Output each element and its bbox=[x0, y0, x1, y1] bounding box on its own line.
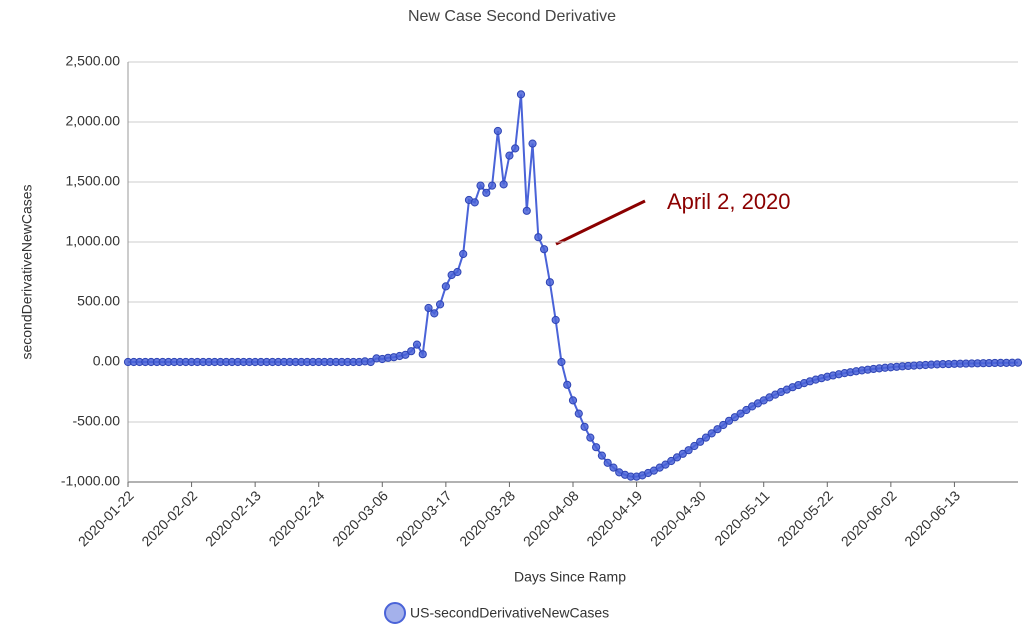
data-point bbox=[696, 437, 705, 446]
data-point bbox=[701, 433, 711, 442]
data-point bbox=[505, 151, 514, 160]
chart-title: New Case Second Derivative bbox=[408, 8, 616, 25]
data-point bbox=[719, 420, 728, 430]
series-line bbox=[128, 94, 1019, 478]
data-point bbox=[401, 350, 410, 359]
data-point bbox=[563, 380, 572, 389]
y-tick-label: 1,500.00 bbox=[66, 173, 121, 189]
annotation: April 2, 2020 bbox=[667, 189, 791, 214]
data-point bbox=[430, 309, 439, 318]
data-point bbox=[597, 451, 606, 460]
data-point bbox=[690, 441, 699, 451]
data-point bbox=[482, 188, 491, 197]
data-point bbox=[435, 300, 445, 309]
data-point bbox=[707, 429, 716, 438]
y-tick-label: 0.00 bbox=[93, 353, 120, 369]
data-point bbox=[487, 181, 497, 190]
data-point bbox=[551, 315, 560, 325]
x-tick-label: 2020-03-17 bbox=[393, 487, 455, 549]
data-point bbox=[499, 180, 508, 189]
x-tick-label: 2020-04-19 bbox=[583, 487, 645, 549]
data-point bbox=[528, 139, 537, 148]
data-point bbox=[736, 409, 745, 418]
data-point bbox=[742, 405, 751, 415]
x-tick-label: 2020-01-22 bbox=[75, 487, 137, 549]
data-point bbox=[534, 233, 543, 242]
data-point bbox=[568, 396, 578, 405]
x-tick-label: 2020-04-30 bbox=[647, 487, 709, 549]
x-tick-label: 2020-05-22 bbox=[774, 487, 836, 549]
data-point bbox=[609, 463, 618, 472]
x-tick-label: 2020-03-28 bbox=[456, 487, 518, 549]
y-tick-label: -1,000.00 bbox=[61, 473, 120, 489]
data-point bbox=[667, 456, 676, 466]
data-point bbox=[540, 245, 549, 254]
data-point bbox=[672, 453, 682, 462]
data-point bbox=[592, 443, 601, 452]
data-point bbox=[424, 303, 433, 313]
data-point bbox=[366, 357, 375, 367]
y-tick-label: 2,500.00 bbox=[66, 53, 121, 69]
legend-label: US-secondDerivativeNewCases bbox=[410, 605, 609, 621]
data-point bbox=[684, 446, 693, 455]
data-point bbox=[412, 340, 422, 349]
x-tick-label: 2020-06-13 bbox=[901, 487, 963, 549]
y-tick-label: 1,000.00 bbox=[66, 233, 121, 249]
data-point bbox=[580, 422, 589, 431]
data-point bbox=[418, 350, 427, 359]
legend-marker bbox=[384, 602, 406, 624]
data-point bbox=[407, 347, 416, 356]
y-tick-label: 500.00 bbox=[77, 293, 120, 309]
data-point bbox=[713, 425, 722, 434]
data-point bbox=[603, 458, 612, 467]
data-point bbox=[493, 126, 502, 136]
data-point bbox=[476, 181, 485, 190]
x-axis-label: Days Since Ramp bbox=[514, 569, 626, 585]
y-tick-label: -500.00 bbox=[73, 413, 121, 429]
data-point bbox=[459, 249, 468, 259]
x-tick-label: 2020-03-06 bbox=[329, 487, 391, 549]
data-point bbox=[516, 90, 526, 99]
x-tick-label: 2020-04-08 bbox=[520, 487, 582, 549]
data-point bbox=[522, 206, 531, 215]
x-tick-label: 2020-02-02 bbox=[138, 487, 200, 549]
data-point bbox=[574, 409, 583, 418]
data-point bbox=[557, 357, 566, 367]
data-point bbox=[1013, 358, 1023, 367]
x-tick-label: 2020-02-13 bbox=[202, 487, 264, 549]
data-point bbox=[730, 413, 739, 422]
data-point bbox=[453, 267, 462, 277]
x-tick-label: 2020-06-02 bbox=[838, 487, 900, 549]
annotation-line bbox=[555, 199, 646, 246]
data-point bbox=[441, 282, 450, 291]
data-point bbox=[511, 144, 520, 153]
data-point bbox=[661, 460, 670, 469]
data-point bbox=[470, 198, 479, 207]
data-point bbox=[678, 449, 687, 458]
x-tick-label: 2020-05-11 bbox=[711, 487, 772, 548]
y-axis-label: secondDerivativeNewCases bbox=[19, 184, 35, 359]
data-point bbox=[724, 416, 734, 425]
x-tick-label: 2020-02-24 bbox=[265, 487, 327, 549]
data-point bbox=[586, 433, 595, 442]
y-tick-label: 2,000.00 bbox=[66, 113, 121, 129]
data-point bbox=[545, 278, 554, 287]
